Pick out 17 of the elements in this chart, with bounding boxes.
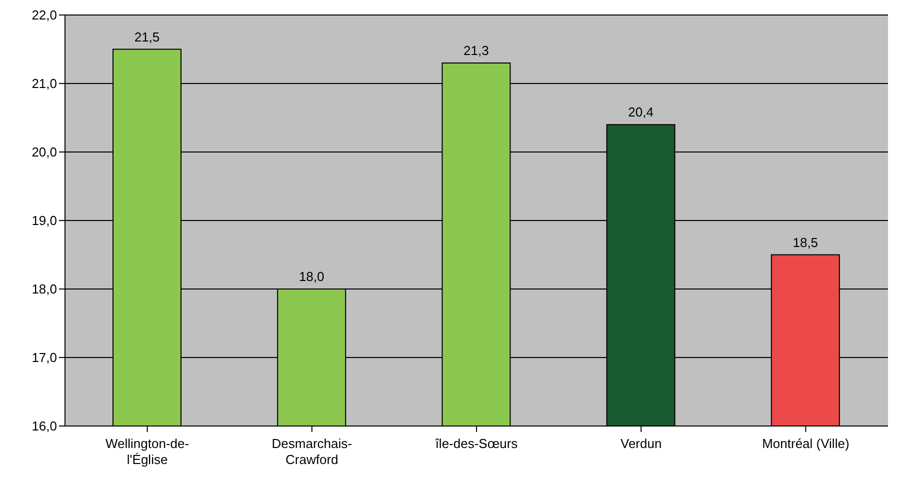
data-label: 18,0: [298, 269, 324, 284]
y-tick-label: 17,0: [32, 350, 57, 366]
y-tick-label: 20,0: [32, 144, 57, 160]
x-tick-label: Wellington-de-l'Église: [106, 436, 190, 467]
x-tick-label: Verdun: [620, 436, 662, 451]
data-label: 21,3: [464, 42, 489, 58]
x-tick-label: Montréal (Ville): [762, 436, 850, 451]
y-tick-label: 21,0: [32, 76, 57, 92]
x-tick-label: île-des-Sœurs: [434, 436, 518, 451]
y-tick-label: 19,0: [32, 213, 57, 228]
data-label: 20,4: [628, 104, 654, 120]
data-label: 21,5: [134, 29, 160, 44]
x-tick-label: Desmarchais-Crawford: [272, 436, 352, 467]
data-label: 18,5: [792, 234, 818, 250]
y-tick-label: 22,0: [32, 8, 57, 23]
y-tick-label: 18,0: [32, 282, 57, 297]
y-tick-label: 16,0: [32, 418, 57, 434]
